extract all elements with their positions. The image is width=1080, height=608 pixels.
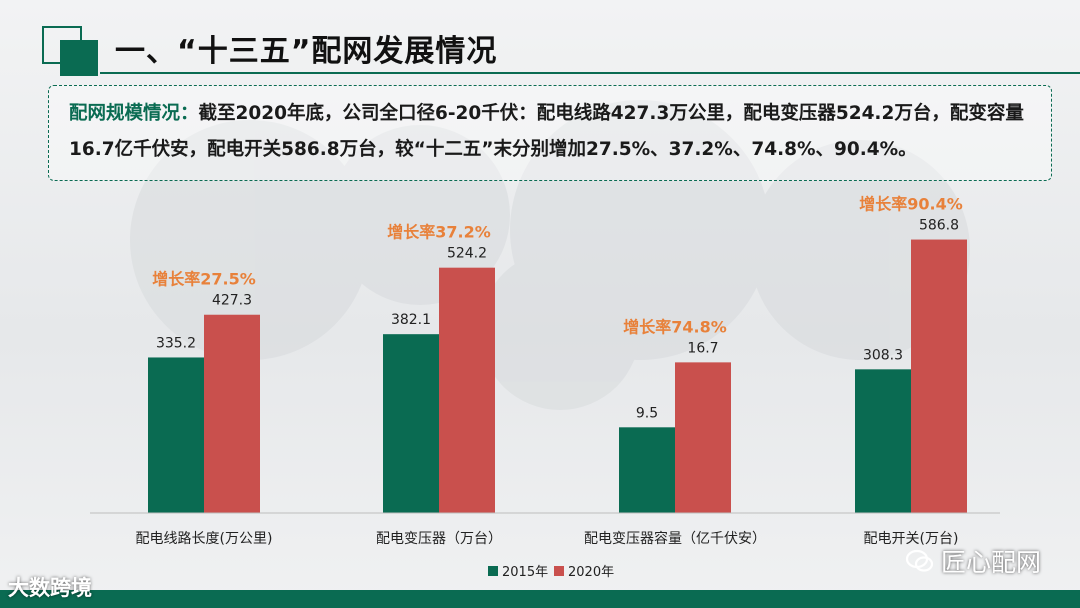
data-label: 586.8 [919, 218, 959, 234]
title-bar: 一、“十三五”配网发展情况 [0, 18, 1080, 78]
category-label: 配电线路长度(万公里) [136, 531, 273, 547]
watermark-left-text: 大数跨境 [8, 576, 92, 600]
data-label: 335.2 [156, 335, 196, 351]
growth-label: 增长率90.4% [859, 195, 963, 214]
data-label: 524.2 [447, 246, 487, 262]
legend-swatch-2020 [554, 566, 564, 576]
data-label: 16.7 [687, 340, 718, 356]
bar-2015-2 [619, 427, 675, 513]
bar-2015-1 [383, 334, 439, 513]
bar-2020-2 [675, 362, 731, 513]
category-label: 配电变压器（万台） [376, 531, 502, 547]
legend-label: 2020年 [568, 565, 614, 580]
title-rule [100, 72, 1080, 74]
title-square-fill [60, 40, 98, 76]
bar-2015-3 [855, 369, 911, 513]
category-label: 配电开关(万台) [864, 531, 959, 547]
data-label: 382.1 [391, 312, 431, 328]
data-label: 427.3 [212, 293, 252, 309]
legend-swatch-2015 [488, 566, 498, 576]
bar-2020-0 [204, 314, 260, 513]
summary-lead: 配网规模情况： [69, 103, 199, 124]
growth-label: 增长率74.8% [623, 317, 727, 336]
bar-2020-3 [911, 239, 967, 513]
bar-2020-1 [439, 267, 495, 513]
footer-bar [0, 590, 1080, 608]
data-label: 9.5 [636, 405, 658, 421]
wechat-icon [905, 549, 934, 572]
summary-box: 配网规模情况：截至2020年底，公司全口径6-20千伏：配电线路427.3万公里… [48, 85, 1052, 181]
watermark-right: 匠心配网 [905, 543, 1041, 579]
growth-label: 增长率27.5% [152, 270, 256, 289]
category-label: 配电变压器容量（亿千伏安） [584, 530, 766, 547]
data-label: 308.3 [863, 347, 903, 363]
watermark-left: 大数跨境 [8, 572, 92, 602]
summary-text: 截至2020年底，公司全口径6-20千伏：配电线路427.3万公里，配电变压器5… [69, 103, 1024, 160]
growth-label: 增长率37.2% [387, 223, 491, 242]
watermark-right-text: 匠心配网 [941, 548, 1042, 577]
bar-2015-0 [148, 357, 204, 513]
legend-label: 2015年 [502, 565, 548, 580]
page-title: 一、“十三五”配网发展情况 [115, 34, 498, 69]
